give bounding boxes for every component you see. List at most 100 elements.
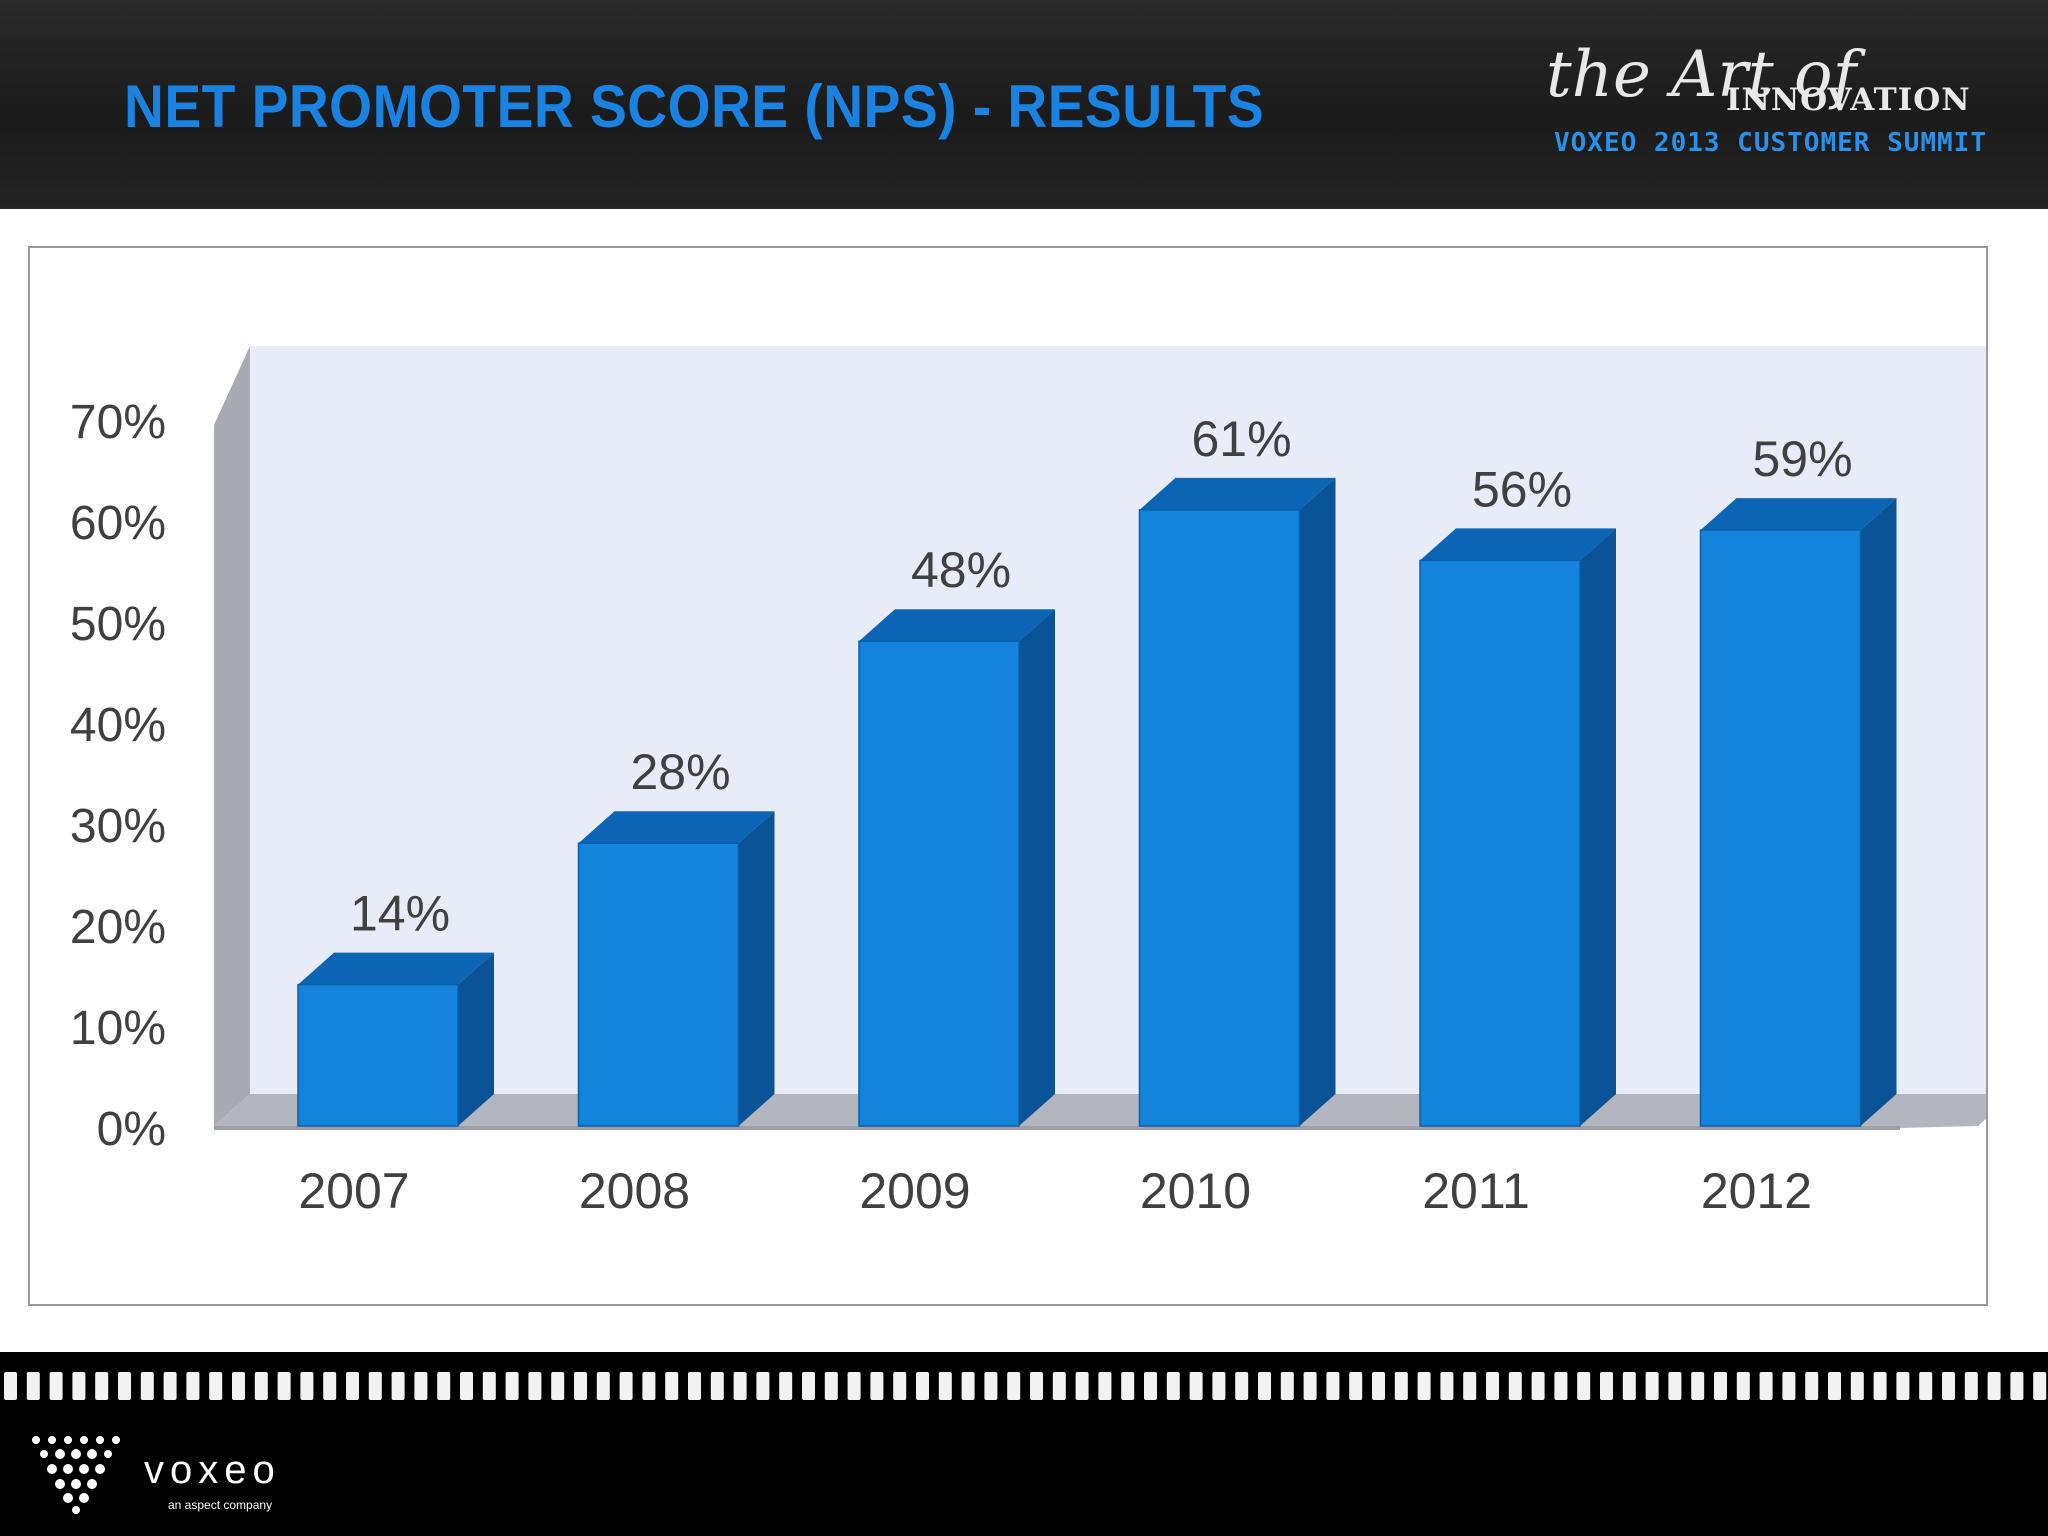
film-hole — [26, 1372, 40, 1400]
bar-side — [1299, 477, 1336, 1126]
bar-side — [738, 811, 775, 1126]
film-hole — [1600, 1372, 1613, 1400]
film-hole — [163, 1372, 177, 1400]
bar-side — [458, 952, 494, 1126]
header-banner: NET PROMOTER SCORE (NPS) - RESULTS the A… — [0, 0, 2048, 209]
film-hole — [1896, 1372, 1910, 1400]
y-tick-label: 30% — [70, 800, 166, 853]
film-hole — [802, 1372, 815, 1400]
film-hole — [1440, 1372, 1454, 1400]
film-hole — [961, 1372, 975, 1400]
film-hole — [1736, 1372, 1750, 1400]
y-tick-label: 0% — [97, 1103, 166, 1156]
voxeo-dots-icon — [32, 1436, 120, 1514]
film-hole — [254, 1372, 268, 1400]
film-hole — [1052, 1372, 1066, 1400]
event-logo-name: INNOVATION — [1726, 82, 1971, 118]
data-label: 48% — [911, 542, 1011, 598]
film-hole — [1691, 1372, 1705, 1400]
y-tick-label: 20% — [70, 901, 166, 954]
brand-tagline: an aspect company — [168, 1498, 273, 1512]
y-tick-label: 40% — [70, 699, 166, 752]
film-hole — [574, 1372, 587, 1400]
bar-front — [1138, 509, 1301, 1127]
film-hole — [2033, 1372, 2047, 1400]
film-hole — [1394, 1372, 1408, 1400]
film-hole — [1212, 1372, 1226, 1400]
film-hole — [1326, 1372, 1340, 1400]
film-hole — [505, 1372, 519, 1400]
y-tick-label: 70% — [70, 396, 166, 449]
film-hole — [346, 1372, 359, 1400]
film-hole — [870, 1372, 884, 1400]
y-tick-label: 10% — [70, 1002, 166, 1055]
film-hole — [847, 1372, 861, 1400]
bar-2008 — [577, 811, 775, 1127]
film-hole — [916, 1372, 929, 1400]
bar-2012 — [1699, 498, 1897, 1127]
data-label: 14% — [350, 886, 450, 942]
bar-front — [1419, 559, 1581, 1127]
film-hole — [1805, 1372, 1819, 1400]
film-hole — [414, 1372, 428, 1400]
film-hole — [688, 1372, 701, 1400]
bar-top — [1420, 528, 1616, 561]
slide-title: NET PROMOTER SCORE (NPS) - RESULTS — [124, 73, 1265, 140]
bar-2011 — [1419, 528, 1616, 1127]
film-hole — [1850, 1372, 1864, 1400]
film-hole — [482, 1372, 496, 1400]
brand-name: voxeo — [144, 1448, 281, 1492]
event-logo-script: the Art of — [1546, 38, 1857, 112]
film-hole — [4, 1372, 17, 1400]
film-hole — [551, 1372, 565, 1400]
x-tick-label: 2012 — [1701, 1163, 1812, 1219]
x-tick-label: 2009 — [859, 1163, 970, 1219]
bar-side — [1580, 528, 1616, 1126]
film-hole — [437, 1372, 451, 1400]
x-tick-label: 2010 — [1140, 1163, 1251, 1219]
x-tick-label: 2007 — [298, 1163, 409, 1219]
data-label: 61% — [1191, 411, 1291, 467]
data-label: 28% — [630, 744, 730, 800]
film-hole — [1873, 1372, 1887, 1400]
film-hole — [300, 1372, 314, 1400]
bar-2009 — [858, 609, 1055, 1127]
film-hole — [733, 1372, 747, 1400]
film-hole — [1645, 1372, 1659, 1400]
bar-top — [298, 952, 494, 985]
data-label: 59% — [1752, 431, 1852, 487]
bar-2010 — [1138, 477, 1336, 1127]
filmstrip-band — [0, 1366, 2048, 1408]
film-hole — [95, 1372, 109, 1400]
film-hole — [1144, 1372, 1157, 1400]
film-hole — [1987, 1372, 2001, 1400]
film-hole — [2010, 1372, 2024, 1400]
film-hole — [1759, 1372, 1773, 1400]
film-hole — [1349, 1372, 1363, 1400]
bar-front — [577, 842, 740, 1127]
film-hole — [1235, 1372, 1249, 1400]
film-hole — [596, 1372, 610, 1400]
bar-top — [578, 811, 775, 844]
bar-chart: 0% 10% 20% 30% 40% 50% 60% 70% 14% 2007 28% 2008 48%… — [70, 346, 1986, 1219]
film-hole — [460, 1372, 473, 1400]
bar-front — [1699, 529, 1862, 1127]
film-hole — [1531, 1372, 1545, 1400]
film-hole — [1554, 1372, 1568, 1400]
film-hole — [49, 1372, 63, 1400]
film-hole — [1828, 1372, 1841, 1400]
film-hole — [1508, 1372, 1522, 1400]
film-hole — [1942, 1372, 1955, 1400]
event-logo: the Art of INNOVATION VOXEO 2013 CUSTOME… — [1536, 40, 1996, 170]
film-hole — [1280, 1372, 1294, 1400]
film-hole — [779, 1372, 793, 1400]
film-hole — [1622, 1372, 1636, 1400]
film-hole — [1189, 1372, 1203, 1400]
film-hole — [323, 1372, 337, 1400]
film-hole — [1577, 1372, 1591, 1400]
film-hole — [1782, 1372, 1796, 1400]
film-hole — [893, 1372, 907, 1400]
y-tick-label: 50% — [70, 598, 166, 651]
film-hole — [1007, 1372, 1021, 1400]
bar-side — [1860, 498, 1897, 1127]
